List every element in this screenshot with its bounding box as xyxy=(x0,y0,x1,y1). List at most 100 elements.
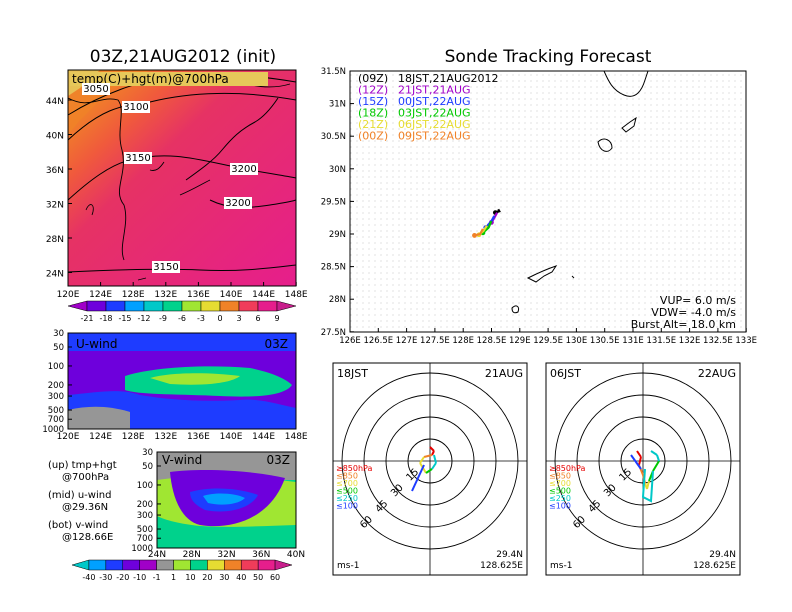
polar-ring xyxy=(363,394,497,528)
pressure-tick: 500 xyxy=(137,525,153,535)
temp-colorbar-swatch xyxy=(219,300,240,312)
v-wind-x-ticks: 24N 28N 32N 36N 40N xyxy=(148,550,305,560)
wind-profile-segment xyxy=(429,446,435,452)
wind-profile-segment xyxy=(646,480,650,490)
legend-code: (21Z) xyxy=(358,118,388,131)
pressure-tick: 30 xyxy=(53,329,64,339)
wind-colorbar-swatch xyxy=(240,559,259,571)
track-x-tick: 132.5E xyxy=(703,336,733,346)
polar-level-label: ≥850hPa xyxy=(549,464,586,473)
map-y-tick: 32N xyxy=(46,201,64,211)
pressure-tick: 50 xyxy=(53,343,64,353)
u-wind-x-tick: 140E xyxy=(220,432,243,442)
legend-code: (18Z) xyxy=(358,107,388,120)
track-x-tick: 130E xyxy=(566,336,588,346)
wind-profile-segment xyxy=(423,454,433,458)
polar-level-label: ≤850 xyxy=(336,472,358,481)
wind-colorbar-label: -20 xyxy=(116,573,129,582)
map-y-ticks: 44N 40N 36N 32N 28N 24N xyxy=(46,97,72,280)
polar-lon: 128.625E xyxy=(693,561,736,571)
contour-labels: 3050 3100 3150 3200 3200 3150 xyxy=(82,83,258,273)
track-x-tick: 132E xyxy=(679,336,701,346)
pressure-tick: 200 xyxy=(48,381,64,391)
temp-colorbar-swatch xyxy=(257,300,278,312)
note-key: (up) tmp+hgt xyxy=(48,460,117,471)
wind-colorbar-swatch xyxy=(190,559,208,571)
track-x-tick: 133E xyxy=(735,336,757,346)
legend-label: 00JST,22AUG xyxy=(398,95,471,108)
temp-colorbar: -21 -18 -15 -12 -9 -6 -3 0 3 6 9 xyxy=(67,300,297,323)
track-x-tick: 127E xyxy=(396,336,418,346)
track-x-tick: 126E xyxy=(339,336,361,346)
polar-level-label: ≤250 xyxy=(336,494,358,503)
polar-date: 21AUG xyxy=(485,367,523,380)
map-y-tick: 36N xyxy=(46,166,64,176)
u-wind-x-ticks: 120E 124E 128E 132E 136E 140E 144E 148E xyxy=(57,432,308,442)
map-label: temp(C)+hgt(m)@700hPa xyxy=(72,72,229,86)
temp-colorbar-swatch xyxy=(276,300,297,312)
contour-label: 3200 xyxy=(231,164,256,175)
contour-label: 3150 xyxy=(153,262,178,273)
temp-field xyxy=(68,70,296,286)
v-wind-label: V-wind xyxy=(162,453,202,467)
map-x-tick: 128E xyxy=(122,290,145,300)
polar-unit: ms-1 xyxy=(550,561,572,571)
track-y-tick: 28.5N xyxy=(321,263,346,273)
wind-profile-segment xyxy=(650,450,658,456)
wind-colorbar-swatch xyxy=(122,559,140,571)
wind-colorbar-label: -10 xyxy=(133,573,146,582)
wind-profile-segment xyxy=(641,468,654,503)
pressure-tick: 1000 xyxy=(42,425,64,435)
temp-map: temp(C)+hgt(m)@700hPa 3050 3100 3150 3200 32… xyxy=(46,69,308,300)
temp-colorbar-swatch xyxy=(105,300,126,312)
legend-code: (12Z) xyxy=(358,84,388,97)
pressure-tick: 200 xyxy=(137,500,153,510)
temp-colorbar-swatch xyxy=(238,300,259,312)
wind-profile-segment xyxy=(411,464,425,492)
polar-unit: ms-1 xyxy=(337,561,359,571)
polar-level-label: ≤700 xyxy=(336,479,358,488)
track-end-point xyxy=(472,233,477,238)
wind-colorbar-label: 60 xyxy=(270,573,280,582)
wind-colorbar-swatch xyxy=(156,559,174,571)
legend-code: (00Z) xyxy=(358,130,388,143)
temp-colorbar-label: -15 xyxy=(118,314,131,323)
contour-label: 3200 xyxy=(225,198,250,209)
u-wind-x-tick: 132E xyxy=(154,432,177,442)
polar-time: 06JST xyxy=(550,367,581,380)
polar-ring xyxy=(407,438,453,484)
u-wind-label: U-wind xyxy=(76,337,117,351)
v-wind-time: 03Z xyxy=(267,453,291,467)
legend-label: 18JST,21AUG2012 xyxy=(398,72,499,85)
wind-colorbar-swatch xyxy=(71,559,90,571)
pressure-tick: 100 xyxy=(48,362,64,372)
track-line xyxy=(482,220,493,234)
polar-lon: 128.625E xyxy=(480,561,523,571)
wind-colorbar-swatch xyxy=(173,559,191,571)
wind-profile-segment xyxy=(419,456,425,464)
wind-colorbar-swatch xyxy=(224,559,242,571)
wind-colorbar-label: -30 xyxy=(99,573,112,582)
contour-label: 3100 xyxy=(123,102,148,113)
map-y-tick: 40N xyxy=(46,132,64,142)
wind-profile-segment xyxy=(433,454,437,464)
wind-profile-segment xyxy=(431,462,437,470)
wind-profile-segment xyxy=(630,454,642,470)
map-x-tick: 144E xyxy=(252,290,275,300)
tracking-map: (09Z) 18JST,21AUG2012 (12Z) 21JST,21AUG (15Z… xyxy=(321,67,757,346)
wind-profile-segment xyxy=(652,460,660,472)
polar-lat: 29.4N xyxy=(709,550,736,560)
polar-level-label: ≤100 xyxy=(549,502,571,511)
track-x-tick: 128E xyxy=(452,336,474,346)
note-value: @128.66E xyxy=(62,532,113,543)
contour-label-bg xyxy=(82,83,110,95)
v-wind-x-tick: 32N xyxy=(217,550,235,560)
wind-colorbar-swatch xyxy=(274,559,293,571)
wind-colorbar-swatch xyxy=(139,559,157,571)
wind-colorbar-label: 10 xyxy=(185,573,195,582)
track-legend: (09Z) 18JST,21AUG2012 (12Z) 21JST,21AUG (15Z… xyxy=(358,72,499,143)
